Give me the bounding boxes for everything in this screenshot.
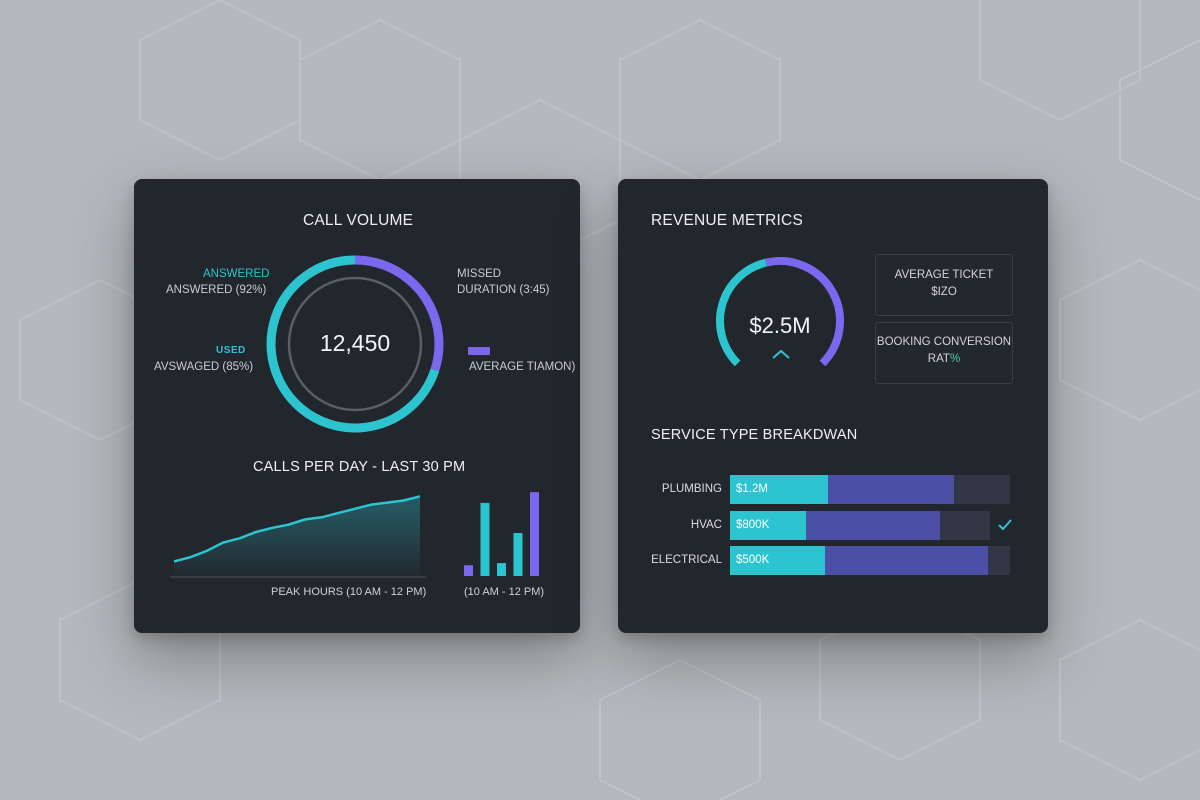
peak-hours-caption: PEAK HOURS (10 AM - 12 PM) (271, 586, 427, 598)
calls-line-area (174, 496, 420, 577)
calls-bar (513, 533, 523, 576)
average-ticket-label: AVERAGE TICKET (894, 269, 994, 281)
revenue-metrics-title: REVENUE METRICS (651, 212, 803, 229)
average-ticket-value: $IZO (931, 286, 957, 298)
booking-conversion-value: RAT% (876, 353, 1012, 365)
calls-line-series (173, 495, 421, 563)
service-bar-purple (825, 546, 988, 575)
revenue-metrics-card: REVENUE METRICS $2.5M AVERAGE TICKET $IZ… (618, 179, 1048, 633)
check-icon (998, 518, 1012, 530)
service-row-label: PLUMBING (661, 483, 722, 495)
service-bar-dark (940, 510, 991, 540)
calls-bar (464, 565, 473, 576)
call-volume-title: CALL VOLUME (303, 212, 414, 229)
call-volume-ring (266, 255, 444, 433)
service-row-value: $500K (736, 554, 770, 566)
legend-missed-tag: MISSED (457, 268, 502, 280)
legend-swatch-icon (468, 347, 490, 355)
revenue-total: $2.5M (749, 313, 811, 338)
service-bar-dark (954, 475, 1010, 504)
service-row-value: $800K (736, 518, 770, 531)
calls-bar-chart (464, 492, 539, 576)
service-bar-purple (805, 510, 940, 540)
legend-averaged: AVSWAGED (85%) (154, 361, 254, 373)
legend-average-duration: AVERAGE TIAMON) (469, 361, 576, 373)
ring-missed-segment (266, 255, 444, 433)
service-breakdown-title: SERVICE TYPE BREAKDWAN (651, 427, 858, 443)
bar-hours-caption: (10 AM - 12 PM) (464, 586, 545, 598)
booking-conversion-label: BOOKING CONVERSION (876, 336, 1012, 348)
service-bar-cyan (730, 546, 826, 575)
booking-value-prefix: RAT (927, 353, 950, 365)
legend-duration: DURATION (3:45) (457, 284, 550, 296)
legend-used-tag: USED (216, 345, 246, 356)
legend-answered: ANSWERED (92%) (166, 284, 267, 296)
average-ticket-box: AVERAGE TICKET $IZO (875, 254, 1013, 316)
service-bar-cyan (730, 510, 806, 540)
service-bar-cyan (730, 475, 828, 504)
call-volume-total: 12,450 (319, 330, 391, 356)
revenue-gauge (716, 257, 844, 367)
calls-bar (497, 563, 506, 576)
calls-per-day-title: CALLS PER DAY - LAST 30 PM (253, 459, 466, 475)
gauge-cyan-arc (716, 258, 768, 367)
calls-line-chart (170, 495, 426, 578)
service-row-value: $1.2M (736, 483, 768, 495)
chevron-up-icon (772, 349, 790, 359)
service-bar-purple (828, 475, 954, 504)
call-volume-card: CALL VOLUME ANSWERED ANSWERED (92%) MISS… (134, 179, 580, 633)
service-row-label: ELECTRICAL (651, 554, 722, 566)
ring-inner-circle (287, 276, 423, 412)
booking-value-suffix: % (949, 353, 961, 365)
legend-answered-tag: ANSWERED (203, 268, 270, 280)
service-row-label: HVAC (690, 518, 722, 531)
calls-bar (530, 492, 539, 576)
service-bar-dark (987, 546, 1010, 575)
booking-conversion-box: BOOKING CONVERSION RAT% (875, 322, 1013, 384)
calls-bar (480, 502, 490, 576)
gauge-purple-arc (765, 257, 844, 367)
